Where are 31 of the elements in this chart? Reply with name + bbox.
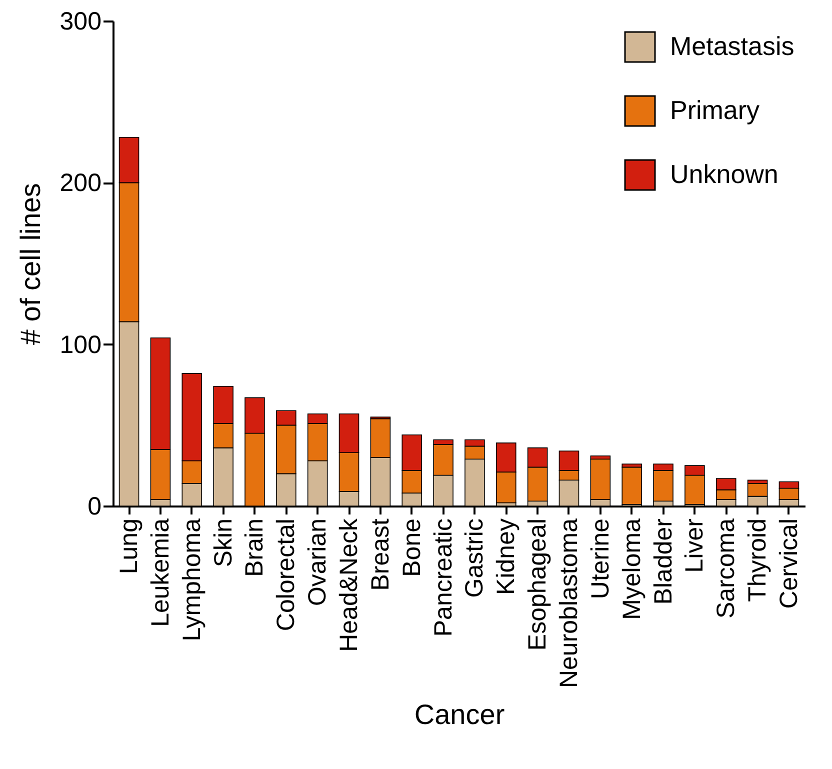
x-axis-title: Cancer [414,699,505,730]
x-tick-label: Pancreatic [429,518,458,637]
x-tick-label: Thyroid [744,518,772,602]
x-tick-label: Breast [366,518,394,591]
legend-label: Primary [670,95,760,125]
y-tick-label: 100 [60,330,102,359]
y-axis-title: # of cell lines [14,183,46,345]
y-tick-label: 200 [60,169,102,198]
x-tick-label: Lung [115,518,144,574]
x-tick-label: Head&Neck [335,518,364,652]
x-tick-label: Cervical [774,518,803,609]
x-tick-label: Skin [209,518,238,568]
y-tick-label: 0 [88,492,102,520]
x-tick-label: Brain [240,518,269,577]
legend-label: Metastasis [670,31,794,61]
x-tick-label: Esophageal [524,518,552,651]
x-tick-label: Ovarian [304,518,332,606]
x-tick-label: Gastric [460,518,489,598]
x-tick-label: Colorectal [272,518,300,632]
legend-label: Unknown [670,159,778,189]
x-tick-label: Uterine [586,518,614,600]
x-tick-label: Sarcoma [712,518,740,619]
x-tick-label: Myeloma [618,518,646,620]
x-tick-label: Liver [680,518,709,573]
x-tick-label: Kidney [492,518,520,595]
y-tick-label: 300 [60,8,102,36]
x-tick-label: Neuroblastoma [554,518,583,688]
x-tick-label: Bone [398,518,426,577]
x-tick-label: Leukemia [146,518,174,627]
x-tick-label: Bladder [649,518,678,605]
x-tick-label: Lymphoma [178,518,206,642]
